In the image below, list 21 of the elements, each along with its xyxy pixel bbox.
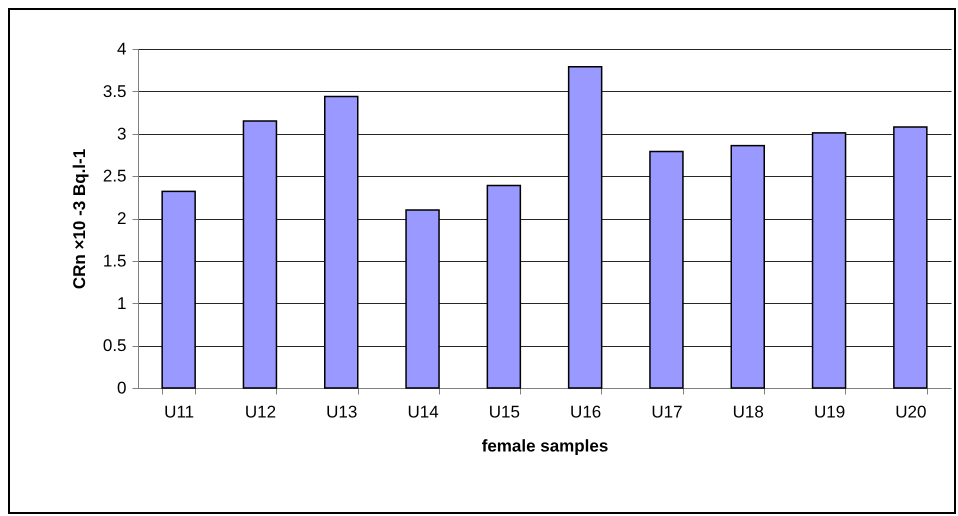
x-tick-label: U16 xyxy=(570,402,602,422)
y-tick-label: 0 xyxy=(117,378,126,398)
y-tick-label: 1.5 xyxy=(102,251,126,270)
y-tick-label: 4 xyxy=(117,40,126,58)
x-axis-title: female samples xyxy=(482,436,608,456)
y-tick-label: 3 xyxy=(117,124,126,144)
y-tick-label: 0.5 xyxy=(102,336,126,356)
x-tick-label: U17 xyxy=(651,402,683,422)
y-tick-label: 1 xyxy=(117,294,126,313)
y-tick-label: 2.5 xyxy=(102,166,126,186)
x-tick-label: U12 xyxy=(244,402,276,422)
x-tick-label: U20 xyxy=(895,402,926,422)
x-tick-label: U13 xyxy=(326,402,358,422)
x-tick-label: U18 xyxy=(732,402,764,422)
x-tick-label: U19 xyxy=(814,402,846,422)
x-tick-label: U15 xyxy=(488,402,520,422)
x-tick-label: U14 xyxy=(407,402,439,422)
y-tick-label: 2 xyxy=(117,209,126,228)
y-axis-title: CRn ×10 -3 Bq.l-1 xyxy=(70,148,89,290)
y-tick-label: 3.5 xyxy=(102,82,126,101)
x-tick-label: U11 xyxy=(164,402,194,422)
